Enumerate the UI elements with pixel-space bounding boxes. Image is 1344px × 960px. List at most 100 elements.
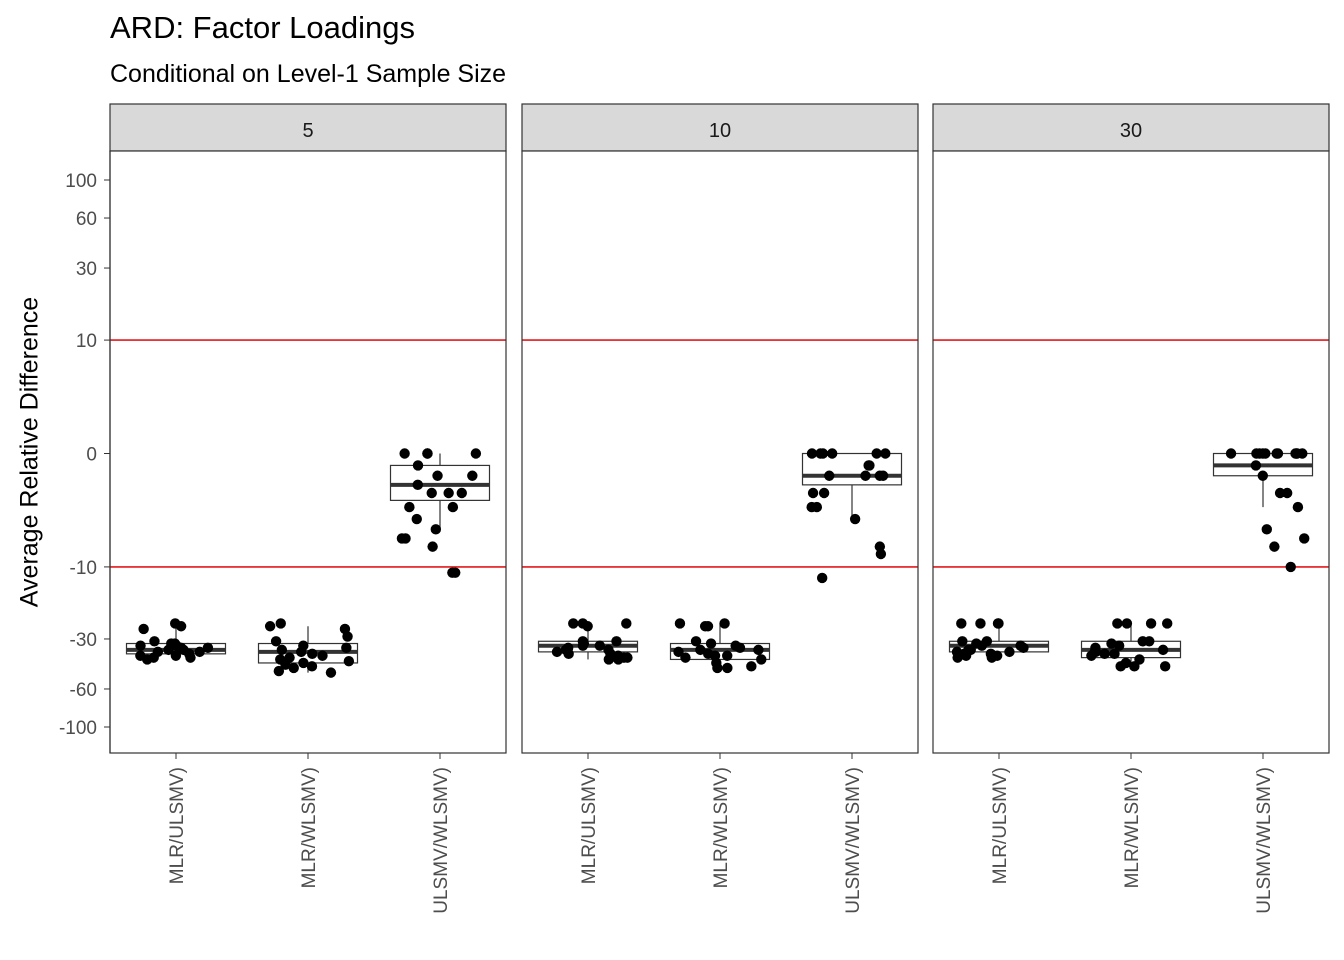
data-point — [317, 650, 328, 661]
data-point — [170, 650, 182, 661]
data-point — [427, 541, 438, 552]
data-point — [456, 487, 467, 499]
data-point — [603, 654, 615, 665]
data-point — [880, 448, 891, 459]
data-point — [756, 654, 767, 665]
y-tick-label: 0 — [86, 445, 97, 466]
data-point — [1299, 533, 1310, 544]
data-point — [1250, 460, 1262, 471]
x-tick-label: ULSMV/WLSMV) — [1254, 767, 1275, 914]
x-tick-label: MLR/WLSMV) — [711, 767, 732, 888]
y-tick-label: -10 — [70, 558, 97, 579]
data-point — [673, 646, 684, 658]
facet-strip — [521, 103, 919, 152]
facet-strip — [932, 103, 1330, 152]
data-point — [169, 638, 181, 649]
y-tick-label: 30 — [76, 259, 97, 280]
data-point — [952, 652, 963, 663]
facet-strip-label: 5 — [302, 120, 313, 142]
data-point — [426, 487, 437, 499]
data-point — [399, 448, 410, 459]
x-tick-label: MLR/ULSMV) — [990, 767, 1011, 884]
data-point — [807, 487, 819, 499]
facet-panel-10: 10 MLR/ULSMV) MLR/WLSMV) ULSMV/WLSMV) — [521, 103, 919, 914]
data-point — [1272, 448, 1284, 459]
data-point — [577, 640, 589, 651]
data-point — [719, 618, 730, 629]
data-point — [298, 657, 309, 669]
data-point — [753, 644, 764, 656]
x-tick-label: MLR/WLSMV) — [299, 767, 320, 888]
data-point — [1290, 448, 1301, 459]
data-point — [443, 487, 454, 499]
data-point — [875, 548, 887, 560]
data-point — [194, 646, 205, 658]
data-point — [142, 654, 153, 665]
data-point — [975, 618, 986, 629]
facet-strip — [109, 103, 507, 152]
data-point — [163, 644, 174, 656]
x-tick-label: MLR/ULSMV) — [579, 767, 600, 884]
data-point — [1113, 640, 1125, 651]
data-point — [1281, 487, 1293, 499]
data-point — [1269, 541, 1280, 552]
data-point — [976, 640, 988, 651]
data-point — [1145, 618, 1157, 629]
data-point — [849, 513, 861, 525]
data-point — [470, 448, 482, 459]
data-point — [824, 470, 835, 481]
facet-panel-30: 30 MLR/ULSMV) MLR/WLSMV) ULSMV/WLSMV) — [932, 103, 1330, 914]
x-tick-label: ULSMV/WLSMV) — [431, 767, 452, 914]
data-point — [276, 644, 288, 656]
data-point — [341, 642, 352, 654]
data-point — [185, 652, 196, 663]
facet-strip-label: 30 — [1120, 120, 1142, 142]
data-point — [411, 513, 422, 525]
data-point — [1086, 650, 1097, 661]
data-point — [1257, 470, 1269, 481]
data-point — [722, 662, 733, 674]
data-point — [447, 567, 458, 578]
y-tick-label: 10 — [76, 331, 97, 352]
y-tick-label: -30 — [70, 630, 97, 651]
chart-subtitle: Conditional on Level-1 Sample Size — [110, 60, 507, 88]
data-point — [986, 652, 998, 663]
data-point — [690, 636, 702, 647]
data-point — [432, 470, 443, 481]
data-point — [1159, 661, 1171, 672]
data-point — [594, 640, 606, 651]
x-tick-label: MLR/ULSMV) — [167, 767, 188, 884]
facet-panel-5: 5 MLR/ULSMV) MLR/WLSMV) ULSMV/WLSMV) — [109, 103, 507, 914]
data-point — [734, 642, 746, 654]
data-point — [712, 662, 723, 674]
y-tick-label: -60 — [70, 680, 97, 701]
data-point — [149, 636, 160, 647]
data-point — [611, 636, 622, 647]
data-point — [447, 501, 459, 513]
data-point — [863, 460, 874, 471]
data-point — [1254, 448, 1265, 459]
data-point — [467, 470, 478, 481]
data-point — [816, 572, 828, 584]
data-point — [705, 638, 717, 649]
facet-strip-label: 10 — [709, 120, 731, 142]
data-point — [956, 618, 967, 629]
chart-title: ARD: Factor Loadings — [110, 10, 415, 45]
data-point — [270, 636, 282, 647]
data-point — [1015, 640, 1026, 651]
data-point — [992, 618, 1004, 629]
data-point — [280, 659, 291, 670]
data-point — [288, 662, 299, 674]
data-point — [621, 618, 632, 629]
data-point — [960, 650, 972, 661]
data-point — [412, 479, 423, 491]
data-point — [746, 661, 757, 672]
data-point — [871, 448, 882, 459]
data-point — [1261, 524, 1272, 535]
data-point — [674, 618, 686, 629]
data-point — [296, 646, 307, 658]
data-point — [396, 533, 408, 544]
data-point — [404, 501, 415, 513]
x-tick-label: ULSMV/WLSMV) — [843, 767, 864, 914]
